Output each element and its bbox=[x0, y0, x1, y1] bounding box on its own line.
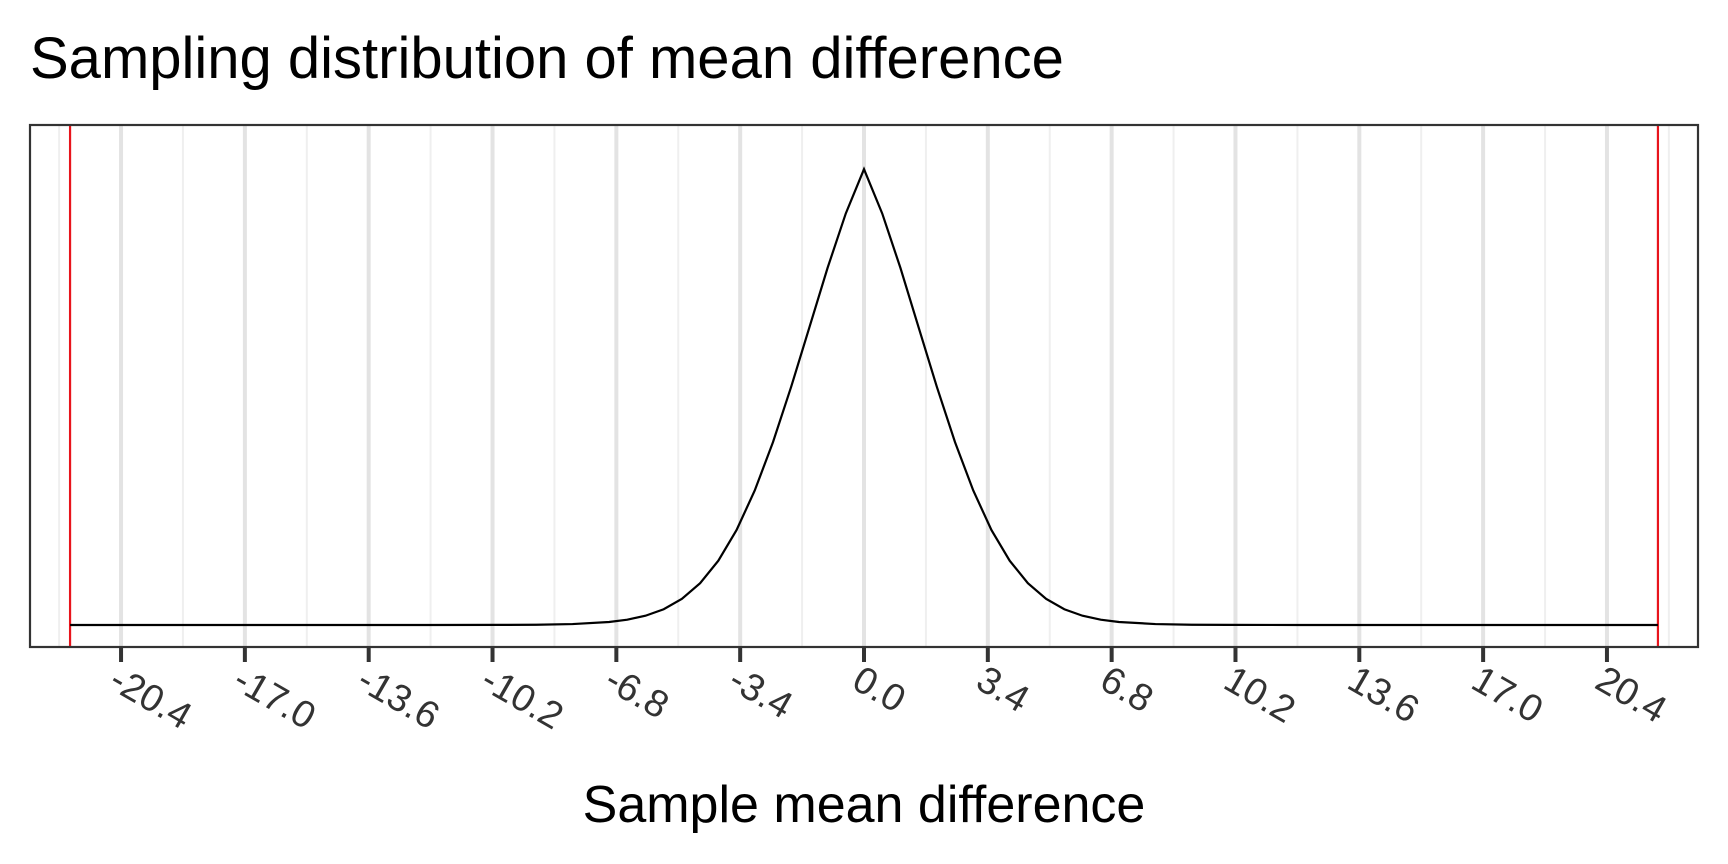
x-tick-label: -10.2 bbox=[474, 658, 570, 738]
x-tick-label: -3.4 bbox=[722, 658, 800, 727]
chart-title: Sampling distribution of mean difference bbox=[30, 26, 1064, 91]
x-tick-label: 13.6 bbox=[1341, 658, 1426, 731]
x-tick-label: 10.2 bbox=[1217, 658, 1302, 731]
x-tick-label: -17.0 bbox=[226, 658, 322, 738]
x-tick-label: -13.6 bbox=[350, 658, 446, 738]
critical-lines bbox=[68, 125, 1660, 647]
x-axis: -20.4 -17.0 -13.6 -10.2 -6.8 -3.4 0.0 3.4 6.8 10.… bbox=[103, 647, 1674, 738]
x-tick-label: 3.4 bbox=[969, 658, 1036, 721]
x-tick-label: 20.4 bbox=[1588, 658, 1673, 731]
density-curve bbox=[70, 166, 1658, 627]
x-tick-label: -20.4 bbox=[103, 658, 199, 738]
x-tick-label: -6.8 bbox=[598, 658, 676, 727]
x-tick-label: 17.0 bbox=[1465, 658, 1550, 731]
grid bbox=[58, 125, 1670, 647]
x-axis-label: Sample mean difference bbox=[583, 776, 1146, 834]
x-tick-label: 0.0 bbox=[846, 658, 913, 721]
x-tick-label: 6.8 bbox=[1093, 658, 1160, 721]
